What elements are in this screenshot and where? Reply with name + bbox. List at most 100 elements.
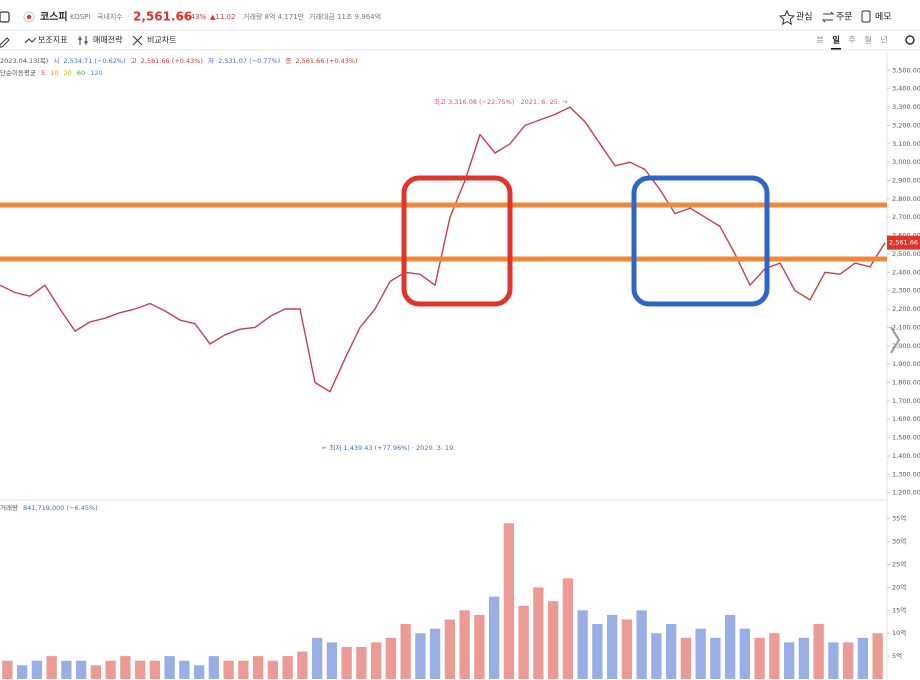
max-annotation: 최고 3,316.08 (−22.75%) · 2021. 6. 25. → [434,97,568,106]
volume-bar [2,660,13,679]
volume-bar [754,637,765,679]
volume-bar [31,660,43,679]
volume-bar [326,642,338,679]
amount-info: 거래대금 11조 9,964억 [309,12,381,21]
volume-bar [695,628,706,679]
volume-bar [562,578,574,679]
volume-bar [857,637,869,679]
volume-bar [621,619,633,679]
min-annotation: ← 최저 1,439.43 (+77.96%) · 2020. 3. 19. [322,443,455,452]
y-tick-label: 2,200.00 [892,305,920,313]
drawn-box-red[interactable] [401,175,513,307]
y-tick-label: 2,600.00 [892,232,920,240]
volume-bar [872,633,883,679]
period-tab[interactable]: 월 [864,35,871,45]
volume-bar [75,660,87,679]
volume-bar [223,660,234,679]
volume-bar [828,642,839,679]
sidebar-toggle[interactable] [0,11,10,23]
y-tick-label: 3,300.00 [892,103,920,111]
volume-bar [120,656,131,679]
volume-bar [267,660,279,679]
volume-bar [518,605,529,679]
volume-title: 거래량 [0,503,18,512]
scroll-next[interactable] [890,326,901,354]
strategy-icon[interactable] [78,36,88,45]
draw-icon[interactable] [0,37,10,48]
volume-bar [90,665,102,679]
volume-bar [503,523,515,679]
period-tab[interactable]: 분 [816,36,823,45]
volume-bar [547,601,559,679]
change: ▲11.02 [210,13,235,21]
y-tick-label: 2,800.00 [892,195,920,203]
y-tick-label: 3,400.00 [892,85,920,93]
volume-legend: 거래량 841,719,000 (−6.45%) [0,503,98,512]
compare-icon[interactable] [132,35,143,46]
volume-bar [238,660,249,679]
y-tick-label: 1,300.00 [892,470,920,478]
ma-period: 10 [50,69,58,77]
volume-bar [134,660,146,679]
info-value: 2,534.71 (−0.62%) [63,57,125,65]
volume-bar [429,628,441,679]
tool-strategy[interactable]: 매매전략 [93,35,123,45]
y-tick-label: 3,500.00 [892,66,920,74]
y-tick-label: 35억 [892,515,906,523]
volume-bar [46,656,57,679]
price-line [0,106,886,393]
tool-compare[interactable]: 비교차트 [147,36,176,45]
volume-bar [179,660,190,679]
volume-bar [577,610,588,679]
y-tick-label: 2,300.00 [892,287,920,295]
action-watch[interactable]: 관심 [796,12,813,23]
volume-bar [813,624,824,679]
volume-bar [769,633,780,679]
plot-layer: 1,200.00 1,300.00 1,400.00 1,500.00 1,600.00… [0,66,920,679]
period-tab[interactable]: 일 [832,35,839,45]
period-tab[interactable]: 년 [880,35,887,45]
info-value: 2,561.66 (+0.43%) [295,57,357,65]
volume-bar [739,628,751,679]
volume-bar [651,633,662,679]
volume-bar [105,660,116,679]
current-price-tag [887,235,920,250]
info-label: 종 [285,57,291,65]
ohlc-info: 2023.04.13(목) 시 2,534.71 (−0.62%) 고 2,56… [0,56,358,65]
tool-indicator[interactable]: 보조지표 [38,36,67,45]
y-tick-label: 1,900.00 [892,360,920,368]
ma-legend: 단순이동평균 5 10 20 60 120 [0,68,103,77]
ma-period: 20 [64,69,72,77]
action-memo[interactable]: 메모 [875,12,892,23]
volume-info: 거래량 8억 4,171만 [243,12,305,21]
y-tick-label: 2,500.00 [892,250,920,258]
volume-bar [724,614,736,679]
drawn-box-blue[interactable] [631,175,770,307]
y-tick-label: 3,000.00 [892,158,920,166]
star-icon[interactable] [778,9,796,26]
volume-bar [282,656,293,679]
volume-bar [710,637,721,679]
info-label: 시 [53,57,59,65]
memo-icon[interactable] [861,10,871,23]
y-tick-label: 15억 [892,606,906,614]
order-icon[interactable] [821,11,835,23]
action-order[interactable]: 주문 [836,12,853,23]
y-tick-label: 2,400.00 [892,268,920,276]
volume-bar [783,642,795,679]
indicator-icon[interactable] [24,37,37,44]
info-label: 저 [208,56,214,65]
volume-bar [415,633,426,679]
volume-bar [798,637,810,679]
index-code: KOSPI [70,13,90,21]
settings-icon[interactable] [905,35,915,45]
ma-label: 단순이동평균 [0,68,36,77]
volume-bar [459,610,470,679]
y-tick-label: 1,500.00 [892,434,920,442]
y-tick-label: 1,700.00 [892,397,920,405]
ma-period: 5 [41,69,45,77]
period-tab[interactable]: 주 [848,36,855,45]
volume-bar [444,619,456,679]
volume-bar [341,646,352,679]
